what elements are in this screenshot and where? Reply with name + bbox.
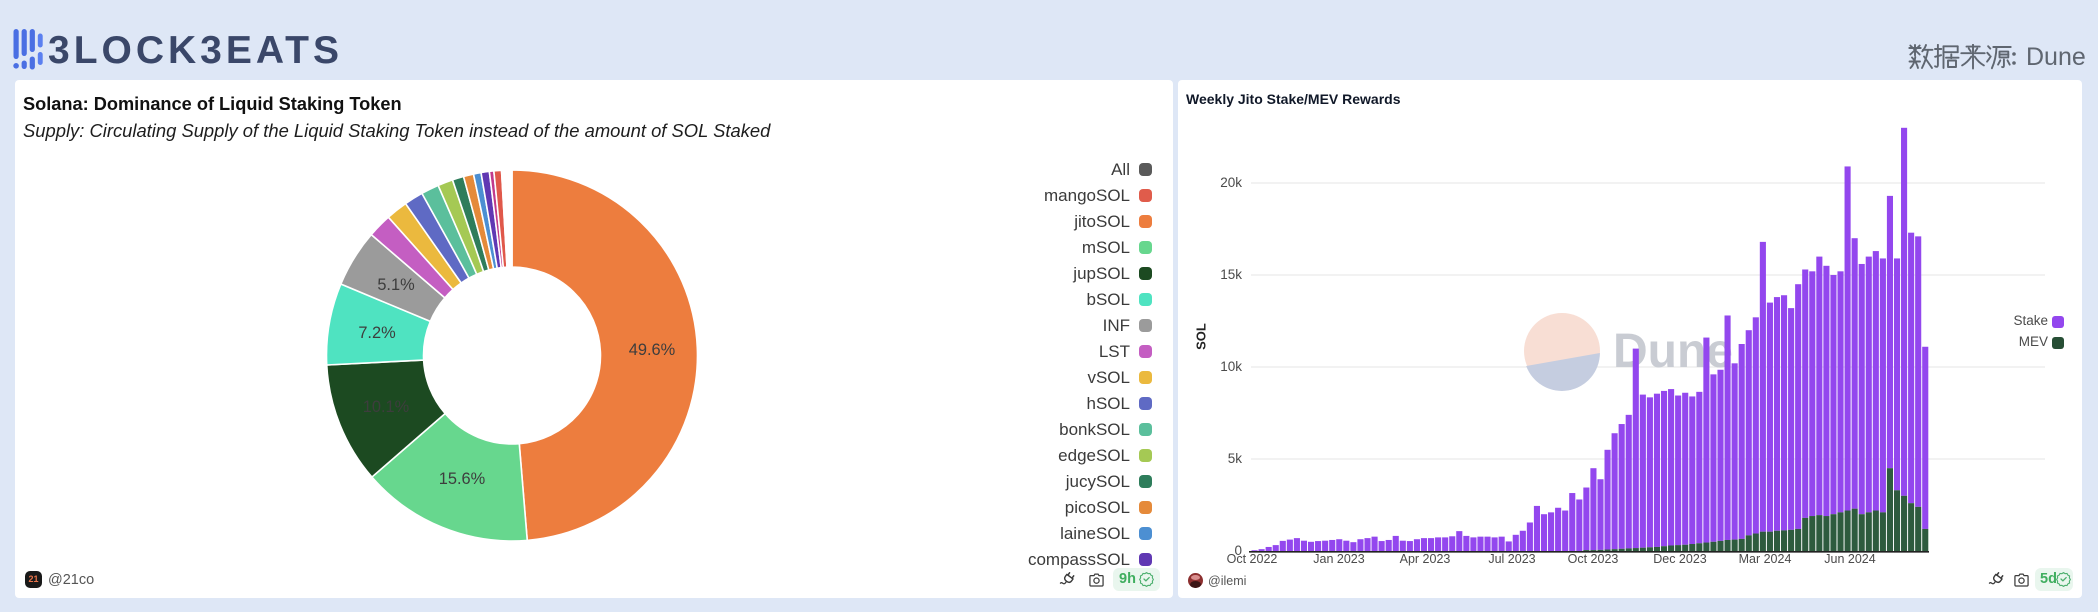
svg-text:49.6%: 49.6% <box>629 341 675 359</box>
svg-text:5.1%: 5.1% <box>377 276 414 294</box>
svg-text:Dune: Dune <box>1613 325 1733 378</box>
svg-text:10.1%: 10.1% <box>363 398 409 416</box>
svg-text:15.6%: 15.6% <box>439 470 485 488</box>
svg-text:7.2%: 7.2% <box>358 324 395 342</box>
